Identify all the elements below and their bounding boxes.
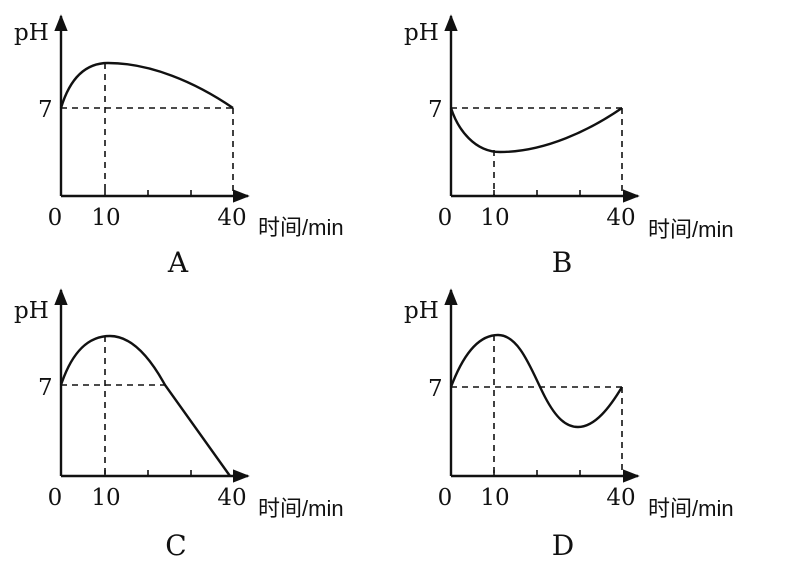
panel-d-ph-curve	[449, 333, 624, 429]
panel-c-ph-curve	[59, 334, 231, 477]
panel-a-tick-40: 40	[217, 205, 246, 231]
panel-a: pH 7 0 10 40 时间/min A	[14, 14, 344, 279]
panel-a-caption: A	[167, 246, 189, 279]
panel-d-caption: D	[552, 529, 574, 562]
panel-c-y-axis-label: pH	[14, 298, 49, 324]
panel-c-tick-40: 40	[217, 485, 246, 511]
panel-a-x-axis-label: 时间/min	[258, 215, 344, 240]
panel-b-ph7-label: 7	[428, 97, 443, 123]
panel-d-tick-0: 0	[438, 485, 453, 511]
panel-b-tick-0: 0	[438, 205, 453, 231]
panel-d: pH 7 0 10 40 时间/min D	[404, 288, 734, 562]
panel-a-ph-curve	[59, 61, 234, 109]
panel-c-tick-10: 10	[91, 485, 120, 511]
panel-d-tick-10: 10	[480, 485, 509, 511]
panel-d-ph7-label: 7	[428, 376, 443, 402]
panel-d-tick-40: 40	[606, 485, 635, 511]
panel-c: pH 7 0 10 40 时间/min C	[14, 288, 344, 562]
panel-c-ph7-label: 7	[38, 375, 53, 401]
panel-b-caption: B	[552, 246, 573, 279]
panel-d-x-axis-label: 时间/min	[648, 496, 734, 521]
panel-a-y-axis-label: pH	[14, 20, 49, 46]
panel-b: pH 7 0 10 40 时间/min B	[404, 14, 734, 279]
panel-b-tick-40: 40	[606, 205, 635, 231]
panel-b-tick-10: 10	[480, 205, 509, 231]
panel-b-x-axis-label: 时间/min	[648, 217, 734, 242]
panel-c-caption: C	[165, 529, 186, 562]
panel-a-ph7-label: 7	[38, 97, 53, 123]
panel-c-x-axis-label: 时间/min	[258, 496, 344, 521]
panel-b-y-axis-label: pH	[404, 20, 439, 46]
panel-a-tick-0: 0	[48, 205, 63, 231]
panel-a-tick-10: 10	[91, 205, 120, 231]
panel-c-tick-0: 0	[48, 485, 63, 511]
panel-d-y-axis-label: pH	[404, 298, 439, 324]
panel-b-ph-curve	[449, 107, 623, 154]
